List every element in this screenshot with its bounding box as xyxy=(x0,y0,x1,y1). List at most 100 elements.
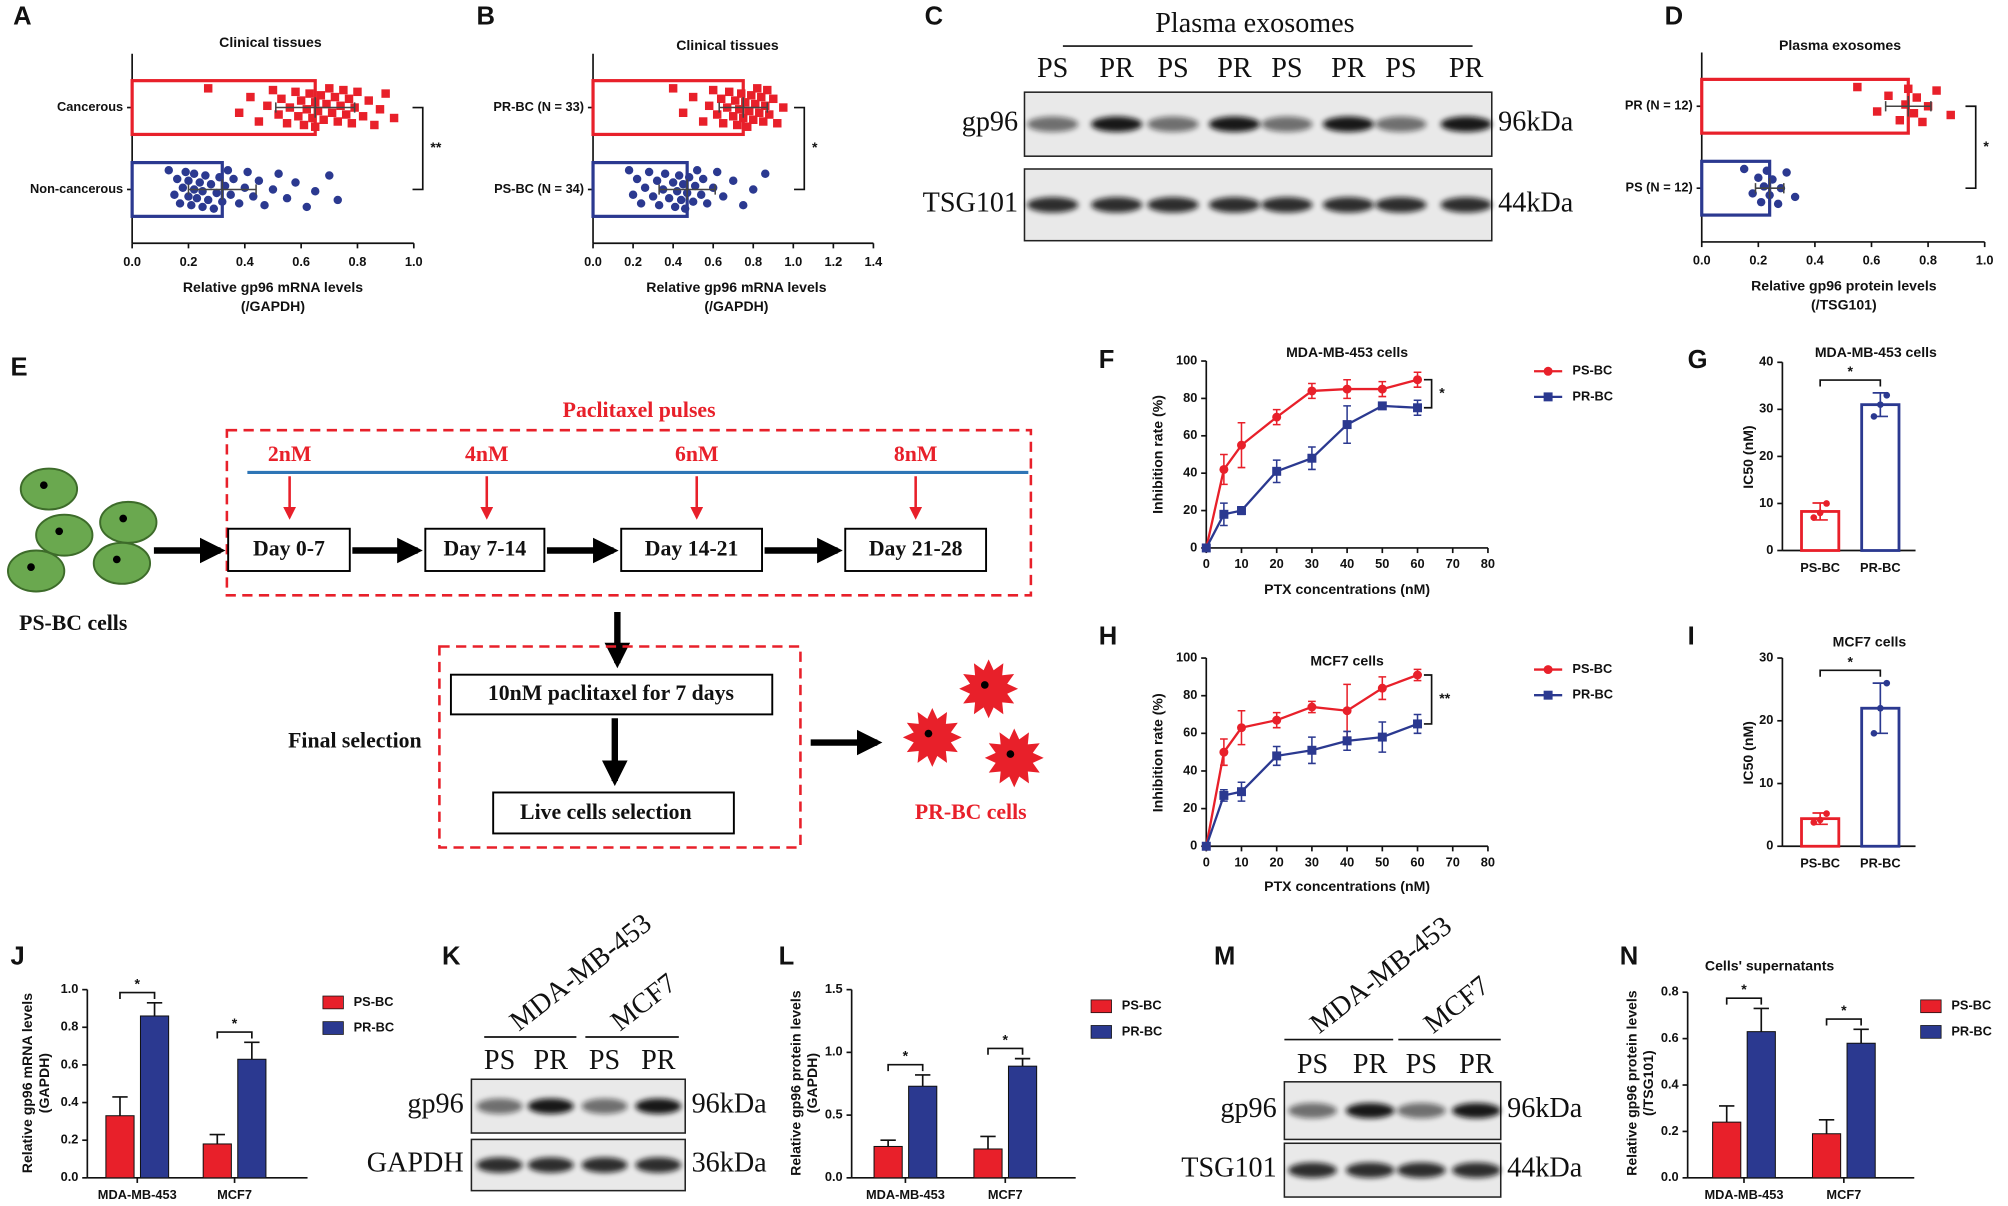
chart-title: Clinical tissues xyxy=(676,37,779,53)
significance-label: * xyxy=(1983,138,1989,154)
point xyxy=(291,178,300,187)
panel-label: M xyxy=(1214,942,1235,970)
point xyxy=(1342,420,1352,430)
point xyxy=(718,119,728,128)
x-tick-label: 0.8 xyxy=(1919,253,1937,268)
point xyxy=(1272,715,1282,725)
y-tick-label: 20 xyxy=(1759,712,1773,727)
point xyxy=(1237,787,1246,797)
point xyxy=(698,174,708,184)
chart-title: Plasma exosomes xyxy=(1779,37,1901,53)
x-tick-label: 0.4 xyxy=(236,254,255,269)
x-tick-label: 0.4 xyxy=(1806,253,1825,268)
point xyxy=(274,110,283,119)
x-tick-label: 0.6 xyxy=(704,254,722,269)
lane-label: PR xyxy=(1449,53,1484,84)
band xyxy=(581,1157,628,1173)
y-axis-label: IC50 (nM) xyxy=(1740,425,1756,488)
panel-label: D xyxy=(1665,3,1683,31)
point xyxy=(234,199,244,208)
error-bar xyxy=(275,97,356,118)
point xyxy=(652,176,662,185)
band xyxy=(1440,197,1492,213)
significance-label: * xyxy=(1003,1031,1009,1047)
significance-bracket xyxy=(412,106,424,191)
point xyxy=(302,202,311,212)
point xyxy=(1946,110,1955,120)
point xyxy=(198,186,207,196)
point xyxy=(175,199,185,208)
y-axis-label: IC50 (nM) xyxy=(1740,721,1756,784)
point xyxy=(1901,100,1910,109)
point xyxy=(773,119,782,128)
point xyxy=(187,200,196,210)
point xyxy=(632,174,642,184)
y-axis-label: (GAPDH) xyxy=(804,1053,820,1113)
error-bar xyxy=(1853,1028,1869,1044)
nucleus xyxy=(112,555,121,564)
point xyxy=(1237,440,1246,450)
x-tick-label: 50 xyxy=(1375,854,1389,869)
x-tick-label: 40 xyxy=(1340,854,1354,869)
point xyxy=(1413,670,1423,680)
bar xyxy=(873,1145,903,1179)
band xyxy=(581,1098,628,1114)
point xyxy=(1307,702,1317,712)
panel-label: K xyxy=(442,942,461,970)
y-tick-label: 0 xyxy=(1190,539,1197,554)
lane-label: PS xyxy=(1297,1049,1328,1080)
y-tick-label: 80 xyxy=(1183,390,1197,405)
point xyxy=(164,166,173,175)
point xyxy=(296,96,306,105)
point xyxy=(1756,197,1766,207)
point xyxy=(1377,732,1387,742)
group-label: MCF7 xyxy=(605,968,682,1038)
point xyxy=(1413,403,1423,413)
point xyxy=(336,101,345,111)
x-tick-label: 50 xyxy=(1375,556,1389,571)
point xyxy=(702,199,712,208)
x-tick-label: 70 xyxy=(1446,556,1460,571)
series-line xyxy=(1205,378,1418,549)
point xyxy=(731,96,740,105)
x-tick-label: PR-BC xyxy=(1860,560,1901,575)
nucleus xyxy=(980,681,989,689)
point xyxy=(206,180,216,189)
significance-label: * xyxy=(1741,981,1747,997)
point xyxy=(1342,736,1352,746)
point xyxy=(189,169,199,178)
period-box xyxy=(227,527,351,572)
x-axis-label: (/GAPDH) xyxy=(704,298,768,314)
x-tick-label: 1.0 xyxy=(784,254,802,269)
point xyxy=(688,197,698,206)
nucleus xyxy=(924,729,933,738)
significance-label: * xyxy=(1439,384,1445,400)
error-bar xyxy=(187,179,257,200)
significance-bracket xyxy=(1825,1018,1862,1026)
point xyxy=(628,190,638,199)
row-label: TSG101 xyxy=(1181,1153,1276,1184)
y-axis-label: Relative gp96 protein levels xyxy=(787,990,803,1176)
significance-bracket xyxy=(1819,379,1882,387)
final-box xyxy=(438,645,802,849)
point xyxy=(234,108,244,118)
y-tick-label: 0.0 xyxy=(825,1169,843,1184)
step-label: 10nM paclitaxel for 7 days xyxy=(488,681,734,705)
point xyxy=(341,110,351,119)
legend-swatch xyxy=(322,995,344,1010)
x-tick-label: MDA-MB-453 xyxy=(98,1187,177,1202)
x-tick-label: PR-BC xyxy=(1860,856,1901,871)
stage-label: Final selection xyxy=(288,729,422,753)
band xyxy=(527,1157,574,1173)
y-tick-label: 10 xyxy=(1759,775,1773,790)
x-tick-label: 0.6 xyxy=(292,254,310,269)
nucleus xyxy=(119,514,128,523)
point xyxy=(203,195,213,205)
point xyxy=(316,91,326,100)
significance-bracket xyxy=(1819,669,1882,677)
significance-label: ** xyxy=(430,139,441,155)
point xyxy=(172,174,182,184)
lane-label: PS xyxy=(1157,53,1188,84)
error-bar xyxy=(1719,1105,1735,1123)
